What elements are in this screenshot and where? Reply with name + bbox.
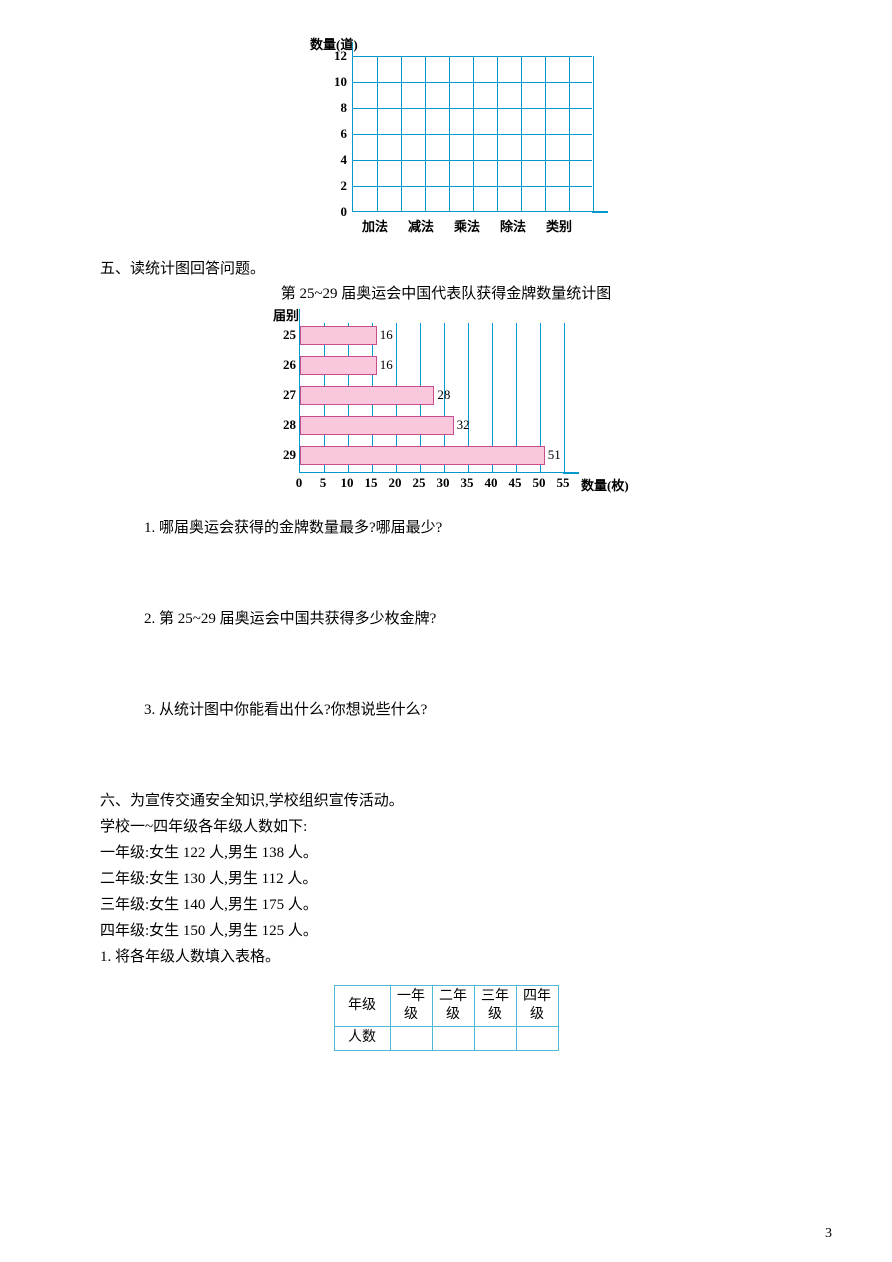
table-header-grade: 年级 (334, 986, 390, 1027)
section6-line: 一年级:女生 122 人,男生 138 人。 (100, 841, 792, 865)
chart2-bar-value: 32 (454, 417, 470, 433)
chart2-xtick: 5 (320, 475, 327, 491)
chart1-xlabels: 加法 减法 乘法 除法 类别 (352, 212, 592, 235)
chart1-ytick: 0 (341, 204, 354, 220)
chart2-xtick: 25 (413, 475, 426, 491)
table-column-header: 二年级 (432, 986, 474, 1027)
table-header-count: 人数 (334, 1027, 390, 1050)
section6-line: 三年级:女生 140 人,男生 175 人。 (100, 893, 792, 917)
chart2-xtick: 15 (365, 475, 378, 491)
page-number: 3 (825, 1226, 832, 1242)
section5-heading: 五、读统计图回答问题。 (100, 257, 792, 278)
chart2-ytick: 26 (283, 357, 300, 373)
section-5: 五、读统计图回答问题。 第 25~29 届奥运会中国代表队获得金牌数量统计图 届… (100, 257, 792, 719)
chart2-ytick: 27 (283, 387, 300, 403)
section6-heading: 六、为宣传交通安全知识,学校组织宣传活动。 (100, 789, 792, 813)
chart2-xtick: 45 (509, 475, 522, 491)
chart2-ytick: 29 (283, 447, 300, 463)
chart1-xtick: 除法 (500, 216, 526, 235)
chart1-ytick: 6 (341, 126, 354, 142)
chart-problem-count: 数量(道) 024681012 加法减法乘法除法类别 (300, 36, 592, 235)
section5-q1: 1. 哪届奥运会获得的金牌数量最多?哪届最少? (144, 516, 792, 537)
section5-q3: 3. 从统计图中你能看出什么?你想说些什么? (144, 698, 792, 719)
chart2-bar (300, 356, 377, 375)
chart2-ytick: 28 (283, 417, 300, 433)
chart2-xtick: 0 (296, 475, 303, 491)
table-column-header: 四年级 (516, 986, 558, 1027)
chart2-xtick: 30 (437, 475, 450, 491)
chart1-xtick: 乘法 (454, 216, 480, 235)
chart2-xtick: 20 (389, 475, 402, 491)
chart1-plot: 024681012 (352, 56, 592, 212)
table-cell (516, 1027, 558, 1050)
chart2-ylabel: 届别 (273, 305, 299, 324)
section6-line: 学校一~四年级各年级人数如下: (100, 815, 792, 839)
section6-line: 四年级:女生 150 人,男生 125 人。 (100, 919, 792, 943)
chart2-plot: 25162616272828322951 (299, 323, 563, 473)
chart1-ytick: 12 (334, 48, 353, 64)
chart2-bar (300, 416, 454, 435)
table-cell (432, 1027, 474, 1050)
chart2-bar-value: 28 (434, 387, 450, 403)
chart-olympics-gold: 届别 25162616272828322951 0510152025303540… (249, 307, 643, 491)
chart1-ytick: 4 (341, 152, 354, 168)
table-cell (474, 1027, 516, 1050)
chart2-xtick: 55 (557, 475, 570, 491)
chart2-xtick: 10 (341, 475, 354, 491)
chart2-xtick: 35 (461, 475, 474, 491)
chart2-bar-value: 16 (377, 357, 393, 373)
chart2-ytick: 25 (283, 327, 300, 343)
chart1-ytick: 2 (341, 178, 354, 194)
chart2-xtick: 40 (485, 475, 498, 491)
table-column-header: 三年级 (474, 986, 516, 1027)
section6-line: 二年级:女生 130 人,男生 112 人。 (100, 867, 792, 891)
chart2-title: 第 25~29 届奥运会中国代表队获得金牌数量统计图 (100, 282, 792, 303)
chart2-bar (300, 446, 545, 465)
chart1-ytick: 10 (334, 74, 353, 90)
chart2-xtick: 50 (533, 475, 546, 491)
chart1-xtick: 类别 (546, 216, 572, 235)
chart1-xtick: 加法 (362, 216, 388, 235)
chart2-bar-value: 51 (545, 447, 561, 463)
chart1-ytick: 8 (341, 100, 354, 116)
chart2-bar (300, 326, 377, 345)
chart2-xlabels: 0 5 10 15 20 25 30 35 40 45 50 55 数量(枚) (299, 473, 643, 491)
section-6: 六、为宣传交通安全知识,学校组织宣传活动。 学校一~四年级各年级人数如下:一年级… (100, 789, 792, 1051)
table-cell (390, 1027, 432, 1050)
grade-population-table: 年级 一年级二年级三年级四年级 人数 (334, 985, 559, 1051)
chart2-bar (300, 386, 434, 405)
section5-q2: 2. 第 25~29 届奥运会中国共获得多少枚金牌? (144, 607, 792, 628)
table-column-header: 一年级 (390, 986, 432, 1027)
chart2-bar-value: 16 (377, 327, 393, 343)
chart1-xtick: 减法 (408, 216, 434, 235)
chart2-xaxis-label: 数量(枚) (581, 475, 629, 494)
section6-line: 1. 将各年级人数填入表格。 (100, 945, 792, 969)
